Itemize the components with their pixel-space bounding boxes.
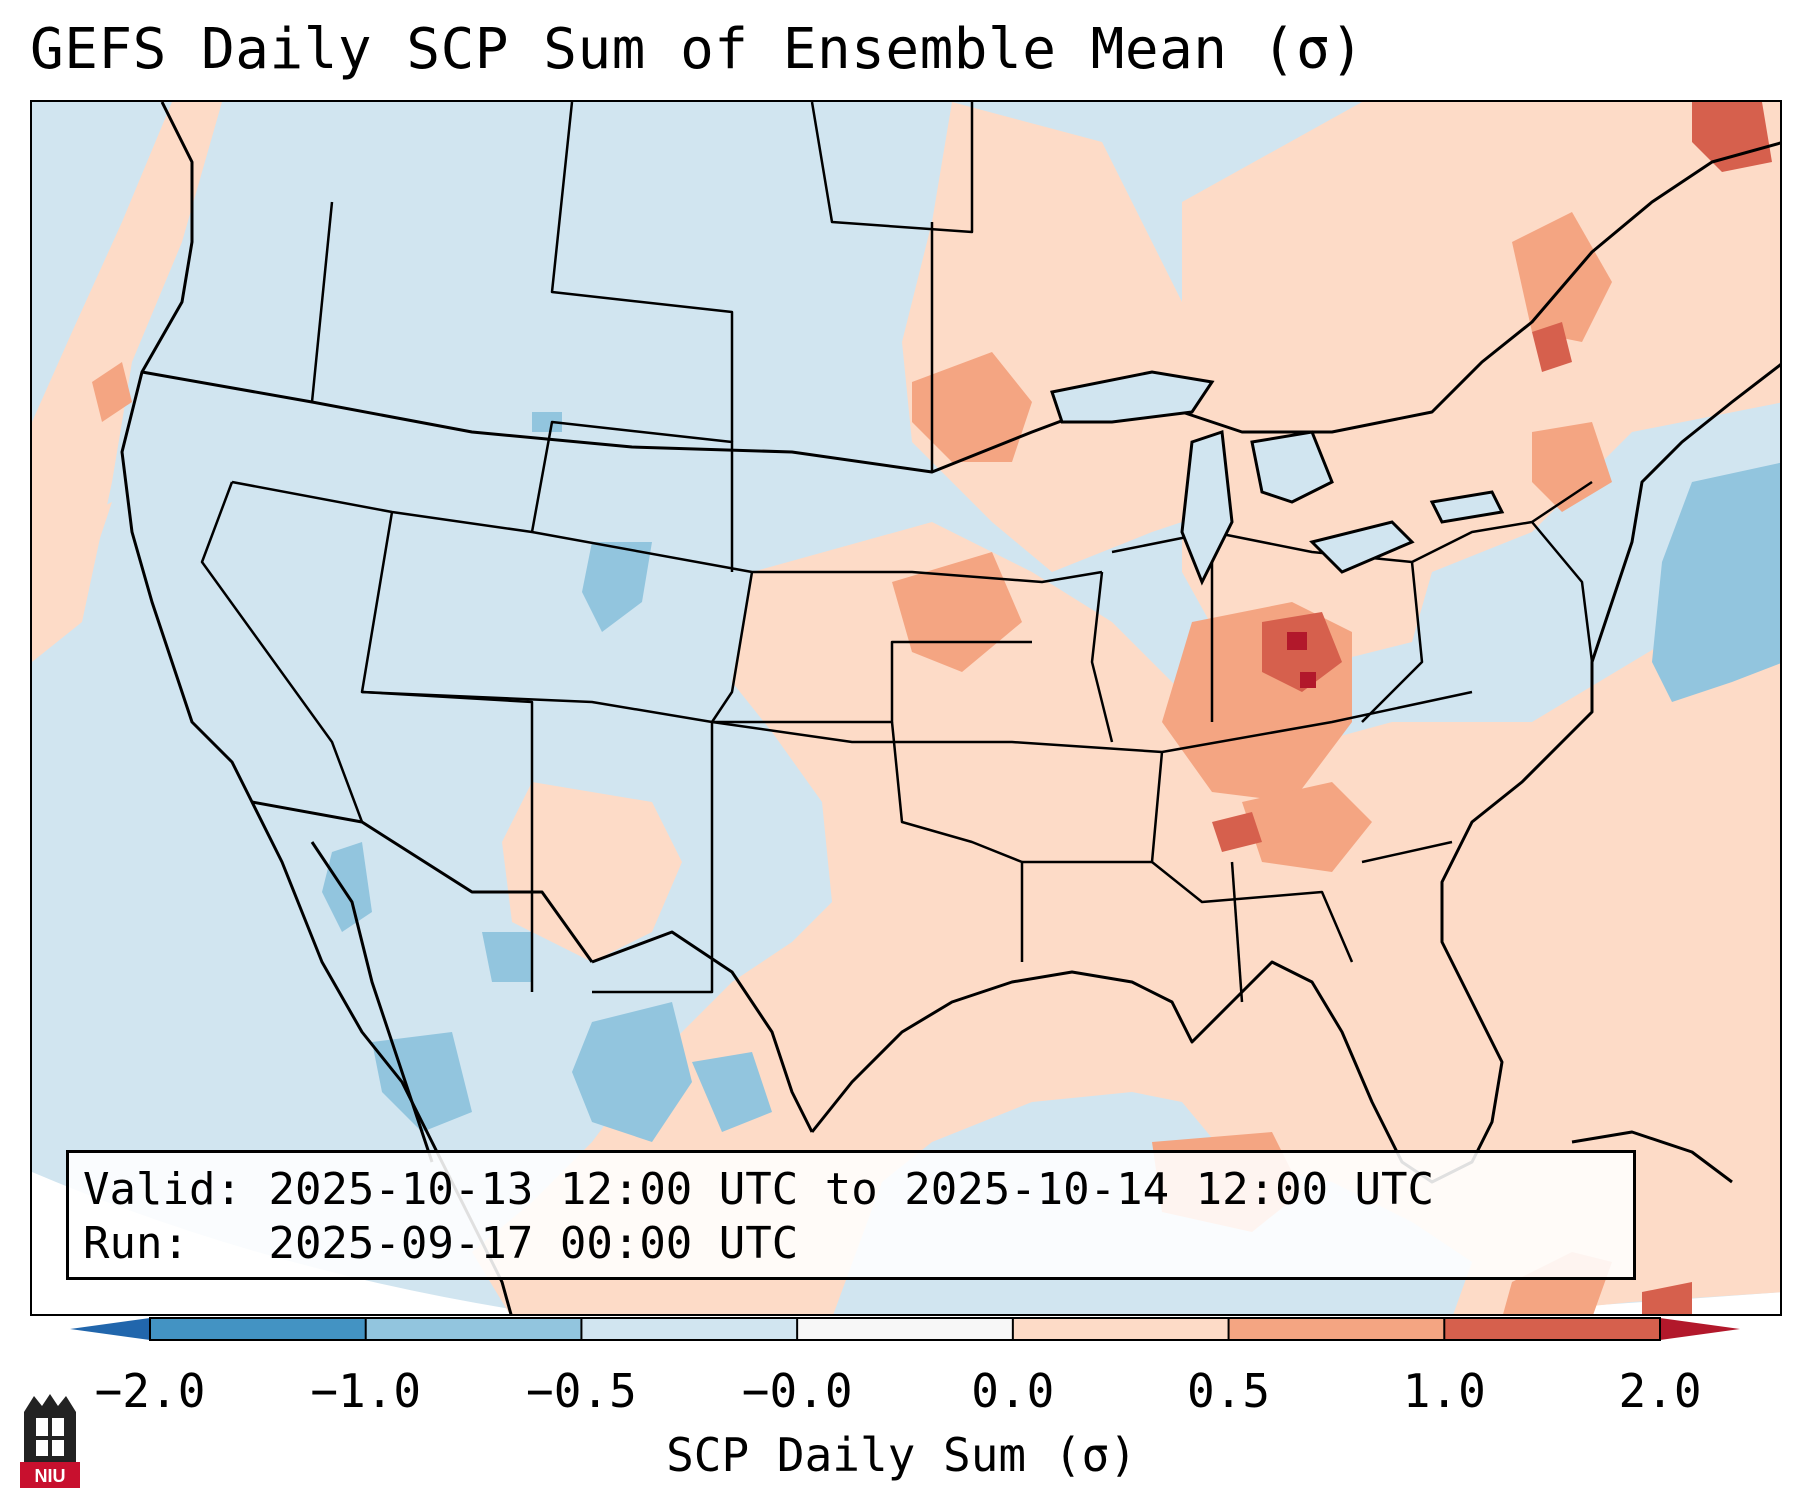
state-borders: [200, 102, 1594, 1003]
colorbar-tick-label: −0.0: [741, 1364, 853, 1418]
colorbar-label: SCP Daily Sum (σ): [666, 1428, 1137, 1482]
colorbar-tick-label: −0.5: [526, 1364, 637, 1418]
country-borders: [141, 141, 1780, 963]
strong-anomaly-regions: [1212, 102, 1772, 1314]
colorbar-bin: [1444, 1318, 1661, 1340]
colorbar-tick-label: 0.5: [1187, 1364, 1271, 1418]
valid-line: Valid: 2025-10-13 12:00 UTC to 2025-10-1…: [83, 1163, 1633, 1217]
colorbar-bin: [365, 1318, 582, 1340]
colorbar-bin: [1012, 1318, 1230, 1340]
valid-run-info-box: Valid: 2025-10-13 12:00 UTC to 2025-10-1…: [66, 1150, 1636, 1280]
colorbar-tick-label: 0.0: [971, 1364, 1055, 1418]
positive-anomaly-regions: [32, 102, 1780, 1314]
colorbar-over-arrow: [1660, 1318, 1740, 1340]
extreme-anomaly-cells: [1287, 632, 1316, 688]
logo-text: NIU: [35, 1466, 66, 1486]
colorbar-tick-label: −1.0: [310, 1364, 422, 1418]
map-panel: [30, 100, 1782, 1316]
colorbar-bin: [797, 1318, 1014, 1340]
colorbar-bin: [150, 1318, 367, 1340]
valid-label: Valid:: [83, 1164, 242, 1215]
chart-title: GEFS Daily SCP Sum of Ensemble Mean (σ): [30, 17, 1365, 82]
map-svg: [32, 102, 1780, 1314]
colorbar-bin: [1228, 1318, 1445, 1340]
great-lakes: [1050, 370, 1505, 586]
colorbar-under-arrow: [70, 1318, 150, 1340]
colorbar-tick-label: 1.0: [1402, 1364, 1486, 1418]
run-label: Run:: [83, 1218, 189, 1269]
colorbar-bin: [581, 1318, 798, 1340]
niu-logo: NIU: [20, 1394, 80, 1488]
colorbar-outline: [149, 1317, 1661, 1341]
run-value: 2025-09-17 00:00 UTC: [268, 1218, 799, 1269]
valid-value: 2025-10-13 12:00 UTC to 2025-10-14 12:00…: [268, 1164, 1435, 1215]
colorbar: [70, 1317, 1740, 1341]
colorbar-tick-label: −2.0: [94, 1364, 206, 1418]
colorbar-tick-label: 2.0: [1618, 1364, 1702, 1418]
run-line: Run: 2025-09-17 00:00 UTC: [83, 1217, 1633, 1271]
